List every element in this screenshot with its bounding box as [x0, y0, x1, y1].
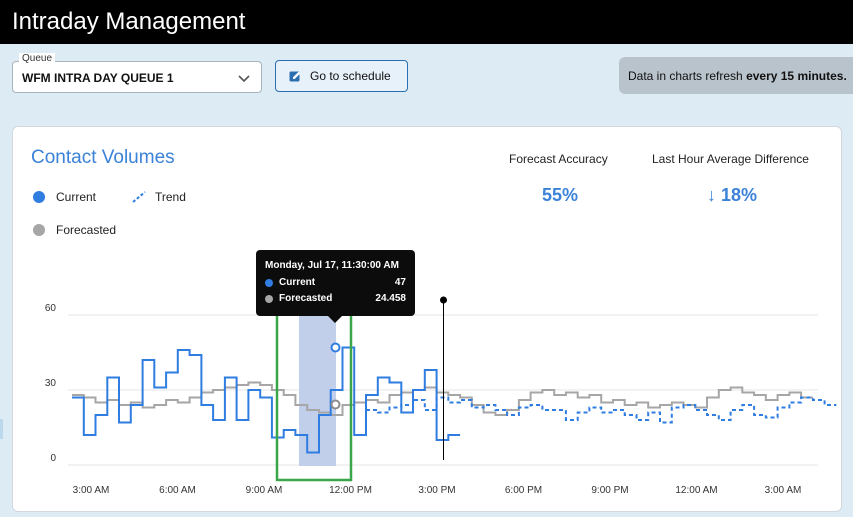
forecasted-dot-icon [265, 294, 273, 303]
x-tick-label: 6:00 AM [159, 485, 196, 496]
legend-item-forecasted[interactable]: Forecasted [33, 223, 116, 237]
y-tick-label: 60 [45, 303, 57, 314]
tooltip-row-forecasted: Forecasted 24.458 [265, 293, 406, 304]
go-to-schedule-button[interactable]: Go to schedule [275, 60, 408, 92]
tooltip-title: Monday, Jul 17, 11:30:00 AM [265, 260, 399, 271]
forecast-accuracy-value: 55% [542, 185, 579, 205]
refresh-interval: every 15 minutes. [746, 69, 847, 83]
queue-label: Queue [19, 53, 56, 64]
legend-item-trend[interactable]: Trend [132, 190, 186, 204]
tooltip-row-current: Current 47 [265, 277, 406, 288]
tooltip-value: 47 [394, 277, 406, 288]
legend-label: Forecasted [56, 223, 117, 237]
x-tick-label: 12:00 PM [329, 485, 372, 496]
dashed-line-icon [132, 191, 146, 203]
x-tick-label: 9:00 AM [246, 485, 283, 496]
app-header: Intraday Management [0, 0, 853, 44]
forecast-accuracy-label: Forecast Accuracy [509, 152, 608, 166]
queue-select[interactable]: Queue WFM INTRA DAY QUEUE 1 [12, 53, 262, 93]
legend-label: Trend [155, 190, 186, 204]
edit-calendar-icon [289, 71, 301, 82]
y-tick-label: 0 [50, 453, 56, 464]
app-title: Intraday Management [12, 8, 246, 35]
legend-item-current[interactable]: Current [33, 190, 96, 204]
tooltip-value: 24.458 [375, 293, 406, 304]
x-tick-label: 3:00 PM [418, 485, 455, 496]
current-dot-icon [265, 278, 273, 287]
hover-marker-current [330, 342, 341, 353]
y-tick-label: 30 [45, 378, 57, 389]
last-hour-diff-value: ↓ 18% [707, 185, 758, 205]
go-to-schedule-label: Go to schedule [310, 69, 391, 83]
card-title: Contact Volumes [31, 147, 175, 168]
series-forecasted-line [72, 381, 813, 416]
current-time-dot [440, 296, 447, 304]
queue-value: WFM INTRA DAY QUEUE 1 [22, 71, 174, 85]
tooltip-label: Forecasted [279, 293, 333, 304]
chevron-down-icon [238, 75, 250, 83]
legend-label: Current [56, 190, 97, 204]
tooltip-label: Current [279, 277, 316, 288]
x-tick-label: 6:00 PM [505, 485, 542, 496]
refresh-notice: Data in charts refresh every 15 minutes. [619, 57, 853, 94]
x-tick-label: 3:00 AM [73, 485, 110, 496]
x-tick-label: 3:00 AM [765, 485, 802, 496]
forecasted-dot-icon [33, 224, 45, 236]
hover-marker-forecasted [330, 399, 341, 410]
refresh-prefix: Data in charts refresh [628, 69, 747, 83]
x-tick-label: 9:00 PM [591, 485, 628, 496]
chart-tooltip: Monday, Jul 17, 11:30:00 AM Current 47 F… [256, 250, 415, 323]
x-tick-label: 12:00 AM [675, 485, 717, 496]
side-tab-handle[interactable] [0, 419, 3, 439]
toolbar: Queue WFM INTRA DAY QUEUE 1 Go to schedu… [0, 44, 853, 108]
series-current-line [72, 346, 461, 454]
contact-volumes-card: Contact Volumes Current Trend Forecasted… [12, 126, 842, 512]
series-trend-line [366, 396, 837, 424]
last-hour-diff-label: Last Hour Average Difference [652, 152, 809, 166]
current-dot-icon [33, 191, 45, 203]
